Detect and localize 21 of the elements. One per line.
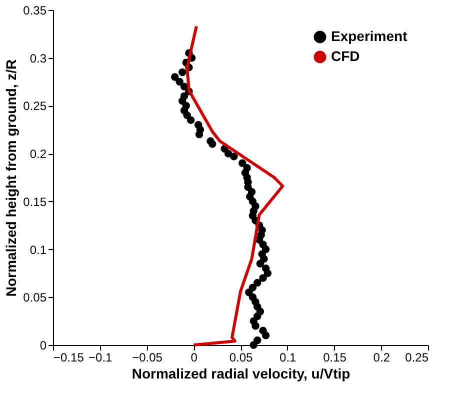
x-tick-label: 0.1 (280, 350, 297, 364)
x-tick-label: 0.15 (323, 350, 347, 364)
y-tick-label: 0.3 (30, 51, 47, 66)
y-tick-label: 0.35 (23, 4, 47, 18)
x-tick-label: −0.15 (54, 350, 84, 364)
y-tick-label: 0.2 (30, 147, 47, 162)
legend-label: CFD (331, 48, 360, 64)
x-tick-label: −0.05 (132, 350, 163, 364)
y-tick-label: 0.1 (30, 242, 47, 257)
y-tick-label: 0.25 (23, 99, 47, 114)
x-tick-label: 0.05 (229, 350, 253, 364)
y-tick-label: 0 (40, 338, 47, 352)
x-axis-title: Normalized radial velocity, u/Vtip (132, 366, 350, 382)
x-tick-label: 0 (190, 350, 198, 364)
x-tick-label: 0.2 (373, 350, 390, 364)
y-tick-label: 0.15 (23, 194, 47, 209)
x-tick-label: −0.1 (88, 350, 113, 364)
x-tick-label: 0.25 (405, 350, 429, 364)
legend-label: Experiment (331, 28, 408, 44)
y-tick-label: 0.05 (23, 290, 47, 305)
y-axis-title: Normalized height from ground, z/R (3, 59, 20, 297)
